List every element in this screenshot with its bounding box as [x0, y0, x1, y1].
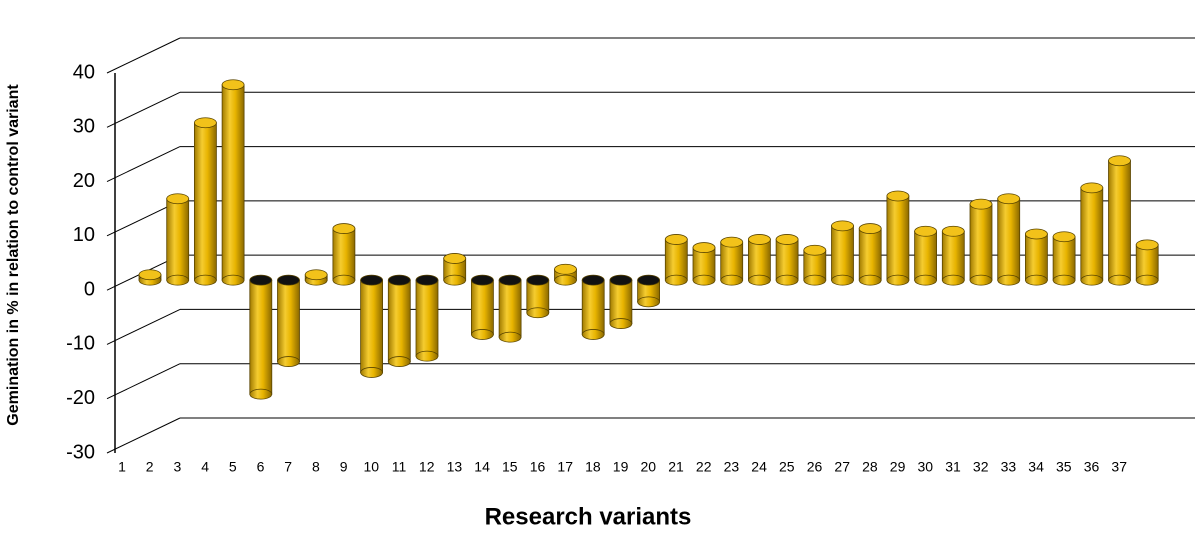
- bar: [166, 193, 190, 286]
- x-tick-label: 5: [229, 459, 237, 475]
- grid-line: [106, 308, 181, 345]
- bar: [1080, 182, 1104, 286]
- bar: [1135, 239, 1159, 286]
- bar: [304, 269, 328, 286]
- x-tick-label: 11: [392, 459, 407, 475]
- x-axis-label: Research variants: [485, 503, 692, 530]
- x-tick-label: 19: [613, 459, 629, 475]
- y-tick-label: -30: [66, 441, 95, 463]
- bar: [1025, 228, 1048, 286]
- x-tick-label: 20: [641, 459, 657, 475]
- x-tick-label: 1: [118, 459, 126, 475]
- x-tick-label: 36: [1084, 459, 1100, 475]
- bar: [969, 198, 993, 286]
- x-tick-label: 23: [724, 459, 740, 475]
- x-tick-label: 30: [918, 459, 934, 475]
- bar: [498, 274, 522, 343]
- bar: [609, 274, 633, 329]
- bar: [748, 234, 771, 286]
- x-tick-label: 27: [834, 459, 850, 475]
- x-tick-label: 22: [696, 459, 712, 475]
- x-tick-label: 31: [945, 459, 961, 475]
- bar: [637, 274, 660, 308]
- bar: [360, 274, 384, 378]
- bar: [138, 269, 162, 286]
- x-tick-label: 34: [1028, 459, 1044, 475]
- x-tick-label: 14: [474, 459, 490, 475]
- bar: [581, 274, 605, 340]
- x-tick-label: 10: [364, 459, 380, 475]
- bar: [664, 234, 688, 286]
- x-tick-label: 9: [340, 459, 348, 475]
- bar: [470, 274, 494, 340]
- x-tick-label: 2: [146, 459, 154, 475]
- y-tick-label: 0: [84, 278, 95, 300]
- x-tick-label: 32: [973, 459, 989, 475]
- x-tick-label: 3: [174, 459, 182, 475]
- x-tick-label: 15: [502, 459, 518, 475]
- x-tick-label: 16: [530, 459, 546, 475]
- bar: [720, 236, 744, 286]
- x-tick-label: 29: [890, 459, 906, 475]
- y-tick-label: 40: [73, 61, 95, 83]
- grid-line: [106, 37, 181, 74]
- bar: [221, 79, 245, 286]
- x-tick-label: 26: [807, 459, 823, 475]
- bar: [914, 225, 937, 286]
- bar: [886, 190, 910, 286]
- x-tick-label: 6: [257, 459, 265, 475]
- bar: [692, 242, 716, 286]
- x-tick-label: 13: [447, 459, 463, 475]
- bar: [1108, 155, 1131, 286]
- bar: [803, 244, 827, 286]
- y-tick-label: 20: [73, 170, 95, 192]
- bar: [249, 274, 273, 400]
- bar: [415, 274, 439, 362]
- x-tick-label: 33: [1001, 459, 1017, 475]
- bar: [775, 234, 799, 286]
- bar: [277, 274, 300, 367]
- grid-line: [106, 363, 181, 400]
- grid-line: [106, 146, 181, 183]
- x-tick-label: 25: [779, 459, 795, 475]
- grid-line: [106, 417, 181, 454]
- bar: [443, 253, 467, 286]
- bar: [831, 220, 854, 286]
- bar: [526, 274, 550, 319]
- y-tick-label: 10: [73, 224, 95, 246]
- bar: [858, 223, 882, 286]
- bar: [554, 263, 577, 286]
- x-tick-label: 21: [668, 459, 684, 475]
- bar: [332, 223, 356, 286]
- x-tick-label: 12: [419, 459, 435, 475]
- x-tick-label: 8: [312, 459, 320, 475]
- bar: [997, 193, 1021, 286]
- y-tick-label: 30: [73, 116, 95, 138]
- bar: [193, 117, 217, 286]
- x-tick-label: 17: [557, 459, 573, 475]
- bar: [941, 225, 965, 286]
- y-tick-label: -20: [66, 387, 95, 409]
- x-tick-label: 24: [751, 459, 767, 475]
- x-tick-label: 18: [585, 459, 601, 475]
- x-tick-label: 7: [284, 459, 292, 475]
- y-tick-label: -10: [66, 333, 95, 355]
- bar: [1052, 231, 1076, 286]
- x-tick-label: 35: [1056, 459, 1072, 475]
- y-axis-label: Gemination in % in relation to control v…: [5, 84, 22, 426]
- x-tick-label: 4: [201, 459, 209, 475]
- x-tick-label: 28: [862, 459, 878, 475]
- bar: [387, 274, 411, 367]
- x-tick-label: 37: [1111, 459, 1127, 475]
- grid-line: [106, 91, 181, 128]
